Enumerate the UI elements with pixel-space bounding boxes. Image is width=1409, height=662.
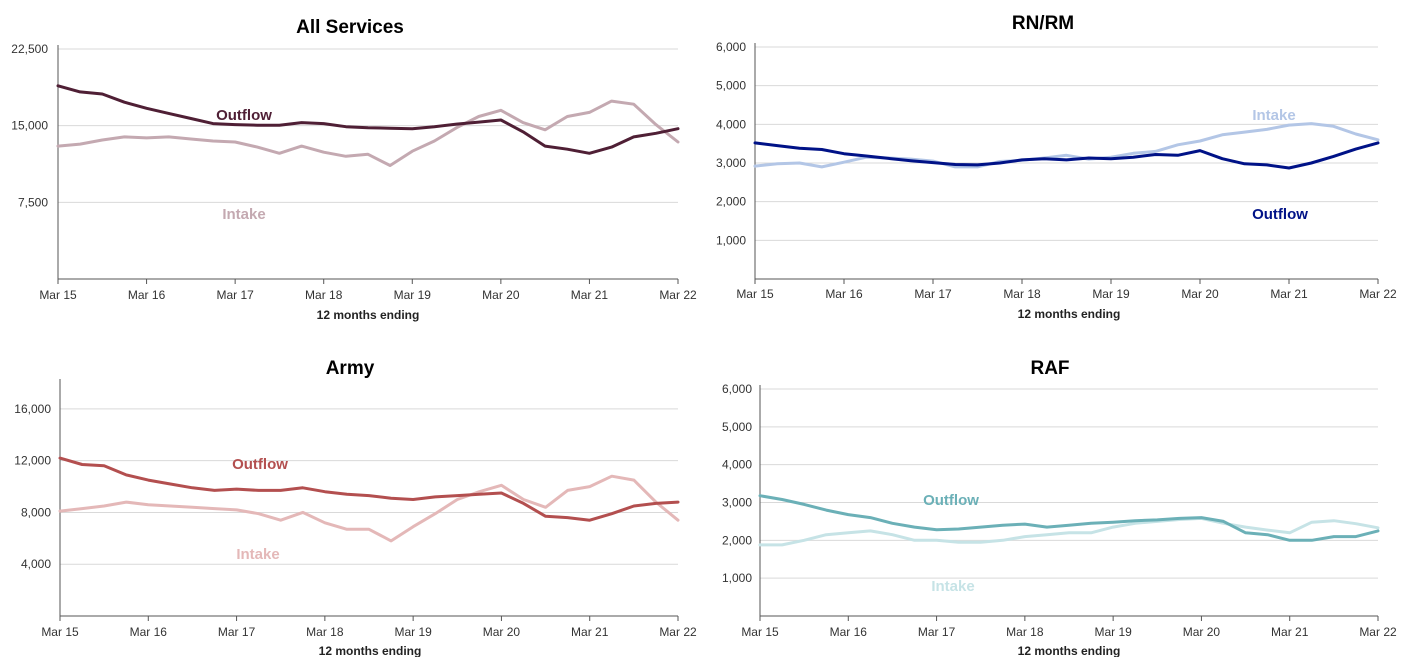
x-tick-label: Mar 17 bbox=[914, 287, 952, 301]
chart-raf: RAF 12 months ending 1,000 2,000 3,000 4,00… bbox=[700, 345, 1409, 658]
x-tick-label: Mar 19 bbox=[394, 625, 432, 639]
x-tick-label: Mar 17 bbox=[918, 625, 956, 639]
x-tick-label: Mar 15 bbox=[736, 287, 774, 301]
series-line-intake bbox=[58, 474, 680, 543]
y-tick-label: 12,000 bbox=[14, 454, 51, 468]
y-tick-label: 4,000 bbox=[722, 458, 752, 472]
x-tick-label: Mar 18 bbox=[1006, 625, 1044, 639]
series-line-intake bbox=[56, 99, 680, 167]
x-tick-label: Mar 15 bbox=[741, 625, 779, 639]
y-tick-label: 1,000 bbox=[722, 571, 752, 585]
series-line-outflow bbox=[758, 494, 1380, 542]
x-tick-label: Mar 20 bbox=[483, 625, 521, 639]
x-tick-label: Mar 20 bbox=[1181, 287, 1219, 301]
chart-all-services: All Services 12 months ending 7,500 15,00… bbox=[0, 0, 700, 330]
x-tick-label: Mar 18 bbox=[305, 288, 343, 302]
series-line-outflow bbox=[56, 84, 680, 155]
x-axis-label: 12 months ending bbox=[319, 644, 422, 657]
series-line-outflow bbox=[753, 141, 1380, 170]
x-tick-label: Mar 20 bbox=[482, 288, 520, 302]
series-label-outflow: Outflow bbox=[923, 492, 979, 509]
series-label-outflow: Outflow bbox=[1252, 206, 1308, 223]
y-tick-label: 22,500 bbox=[11, 42, 48, 56]
series-line-intake bbox=[753, 122, 1380, 169]
x-tick-label: Mar 18 bbox=[306, 625, 344, 639]
y-tick-label: 5,000 bbox=[716, 79, 746, 93]
x-tick-label: Mar 21 bbox=[571, 625, 609, 639]
series-label-outflow: Outflow bbox=[216, 107, 272, 124]
y-tick-label: 2,000 bbox=[722, 533, 752, 547]
x-tick-label: Mar 22 bbox=[659, 625, 697, 639]
x-tick-label: Mar 15 bbox=[39, 288, 77, 302]
x-tick-label: Mar 16 bbox=[130, 625, 168, 639]
series-label-intake: Intake bbox=[1252, 107, 1295, 124]
x-tick-label: Mar 22 bbox=[659, 288, 697, 302]
chart-rn-rm: RN/RM 12 months ending 1,000 2,000 3,000 4,… bbox=[700, 0, 1409, 330]
x-tick-label: Mar 21 bbox=[571, 288, 609, 302]
x-tick-label: Mar 20 bbox=[1183, 625, 1221, 639]
y-tick-label: 2,000 bbox=[716, 195, 746, 209]
chart-army: Army 12 months ending 4,000 8,000 12,000 16… bbox=[0, 345, 700, 658]
chart-army-svg: Army 12 months ending 4,000 8,000 12,000 16… bbox=[14, 358, 697, 658]
y-tick-label: 5,000 bbox=[722, 420, 752, 434]
x-axis-label: 12 months ending bbox=[1018, 644, 1121, 657]
x-tick-label: Mar 16 bbox=[825, 287, 863, 301]
y-tick-label: 3,000 bbox=[722, 496, 752, 510]
y-tick-label: 3,000 bbox=[716, 156, 746, 170]
chart-all-services-svg: All Services 12 months ending 7,500 15,00… bbox=[11, 17, 697, 322]
series-label-intake: Intake bbox=[236, 546, 279, 563]
x-tick-label: Mar 17 bbox=[216, 288, 254, 302]
y-tick-label: 15,000 bbox=[11, 119, 48, 133]
x-tick-label: Mar 19 bbox=[1092, 287, 1130, 301]
y-tick-label: 6,000 bbox=[722, 382, 752, 396]
x-tick-label: Mar 15 bbox=[41, 625, 79, 639]
x-tick-label: Mar 16 bbox=[830, 625, 868, 639]
series-line-outflow bbox=[58, 456, 680, 522]
x-tick-label: Mar 22 bbox=[1359, 287, 1397, 301]
series-label-outflow: Outflow bbox=[232, 456, 288, 473]
series-line-intake bbox=[758, 516, 1380, 547]
y-tick-label: 1,000 bbox=[716, 233, 746, 247]
y-tick-label: 8,000 bbox=[21, 505, 51, 519]
chart-title: Army bbox=[326, 358, 375, 379]
y-tick-label: 16,000 bbox=[14, 402, 51, 416]
y-tick-label: 4,000 bbox=[716, 117, 746, 131]
x-tick-label: Mar 22 bbox=[1359, 625, 1397, 639]
chart-raf-svg: RAF 12 months ending 1,000 2,000 3,000 4,00… bbox=[722, 358, 1397, 658]
chart-title: RAF bbox=[1030, 358, 1069, 379]
x-tick-label: Mar 19 bbox=[394, 288, 432, 302]
x-tick-label: Mar 21 bbox=[1271, 625, 1309, 639]
x-tick-label: Mar 16 bbox=[128, 288, 166, 302]
y-tick-label: 4,000 bbox=[21, 557, 51, 571]
x-axis-label: 12 months ending bbox=[317, 308, 420, 322]
x-axis-label: 12 months ending bbox=[1018, 307, 1121, 321]
chart-title: RN/RM bbox=[1012, 13, 1074, 34]
chart-rn-rm-svg: RN/RM 12 months ending 1,000 2,000 3,000 4,… bbox=[716, 13, 1397, 321]
series-label-intake: Intake bbox=[222, 206, 265, 223]
series-label-intake: Intake bbox=[931, 578, 974, 595]
x-tick-label: Mar 17 bbox=[218, 625, 256, 639]
y-tick-label: 7,500 bbox=[18, 195, 48, 209]
x-tick-label: Mar 21 bbox=[1270, 287, 1308, 301]
x-tick-label: Mar 19 bbox=[1094, 625, 1132, 639]
y-tick-label: 6,000 bbox=[716, 40, 746, 54]
x-tick-label: Mar 18 bbox=[1003, 287, 1041, 301]
chart-title: All Services bbox=[296, 17, 404, 38]
